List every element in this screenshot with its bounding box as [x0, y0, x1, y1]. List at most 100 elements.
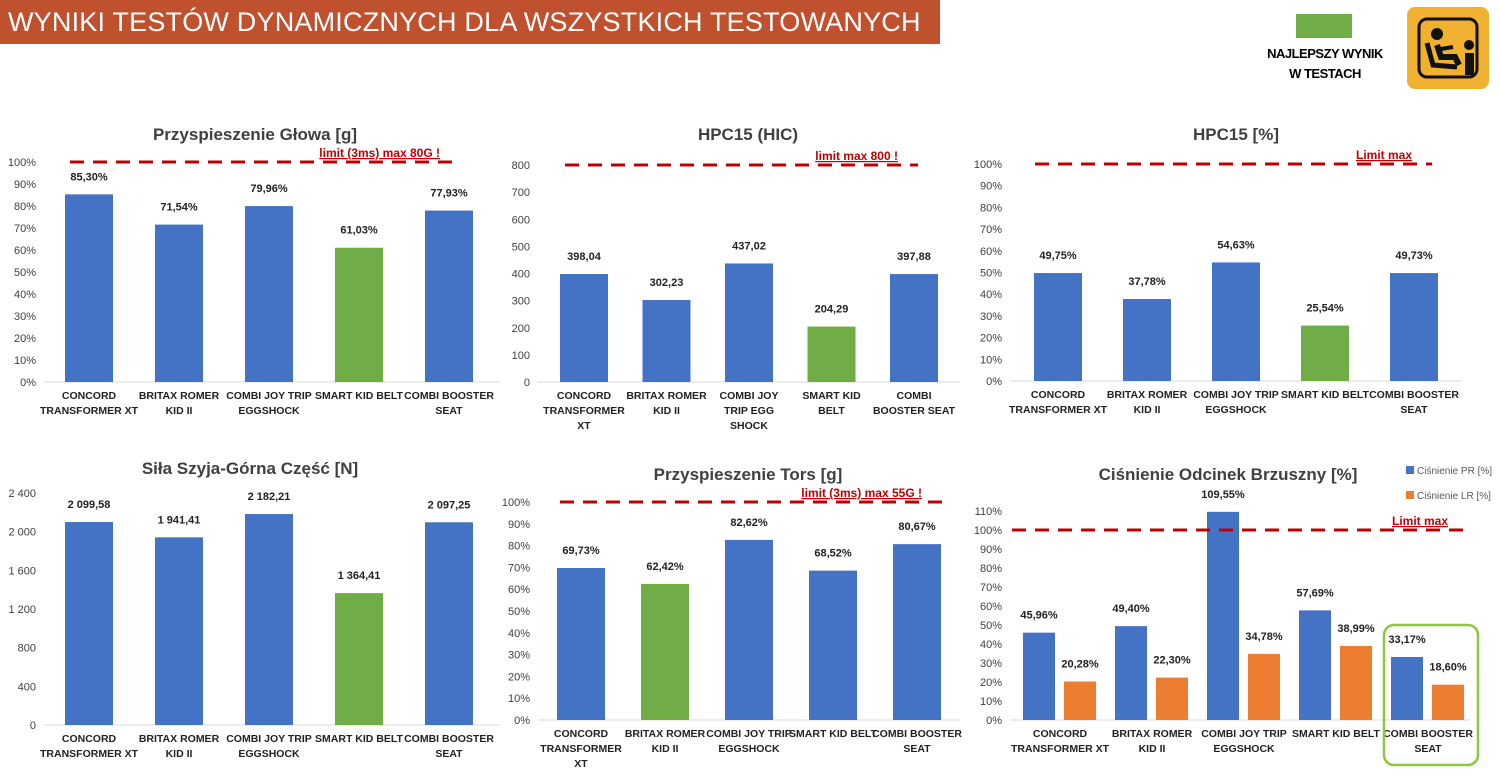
- legend-swatch: [1406, 491, 1414, 499]
- chart-title: Siła Szyja-Górna Część [N]: [142, 459, 358, 478]
- data-label: 2 182,21: [248, 491, 291, 503]
- data-label: 80,67%: [898, 521, 936, 533]
- category-label: XT: [574, 758, 588, 770]
- bar: [425, 522, 473, 725]
- y-tick-label: 10%: [508, 693, 530, 705]
- bar: [1391, 656, 1423, 720]
- legend-label: Ciśnienie PR [%]: [1417, 466, 1492, 477]
- y-tick-label: 400: [512, 269, 530, 281]
- category-label: SEAT: [435, 405, 463, 417]
- category-label: COMBI BOOSTER: [1383, 728, 1473, 740]
- category-label: KID II: [653, 405, 680, 417]
- category-label: BRITAX ROMER: [626, 390, 707, 402]
- limit-label: limit max 800 !: [815, 149, 898, 163]
- bar: [1034, 273, 1082, 381]
- best-result-legend-swatch: [1296, 14, 1352, 38]
- y-tick-label: 20%: [14, 333, 36, 345]
- category-label: CONCORD: [1033, 728, 1088, 740]
- data-label: 62,42%: [646, 561, 684, 573]
- y-tick-label: 80%: [980, 563, 1002, 575]
- chart-title: HPC15 [%]: [1193, 125, 1279, 144]
- data-label: 57,69%: [1296, 587, 1334, 599]
- limit-label: Limit max: [1356, 148, 1412, 162]
- category-label: KID II: [1139, 743, 1166, 755]
- category-label: COMBI: [897, 390, 932, 402]
- category-label: CONCORD: [554, 728, 609, 740]
- bar: [155, 224, 203, 382]
- y-tick-label: 50%: [980, 620, 1002, 632]
- y-tick-label: 90%: [508, 519, 530, 531]
- y-tick-label: 500: [512, 241, 530, 253]
- data-label: 34,78%: [1245, 631, 1283, 643]
- category-label: COMBI BOOSTER: [404, 733, 494, 745]
- category-label: TRIP EGG: [724, 405, 774, 417]
- y-tick-label: 30%: [508, 650, 530, 662]
- category-label: TRANSFORMER XT: [1011, 743, 1110, 755]
- y-tick-label: 200: [512, 323, 530, 335]
- y-tick-label: 0: [524, 377, 530, 389]
- data-label: 37,78%: [1128, 276, 1166, 288]
- category-label: CONCORD: [557, 390, 612, 402]
- chart-title: Przyspieszenie Tors [g]: [654, 465, 843, 484]
- chart-title: Przyspieszenie Głowa [g]: [153, 125, 357, 144]
- y-tick-label: 20%: [980, 677, 1002, 689]
- y-tick-label: 800: [18, 643, 36, 655]
- category-label: SEAT: [1414, 743, 1442, 755]
- category-label: TRANSFORMER XT: [1009, 404, 1108, 416]
- category-label: COMBI BOOSTER: [872, 728, 962, 740]
- data-label: 82,62%: [730, 517, 768, 529]
- y-tick-label: 10%: [14, 355, 36, 367]
- bar: [557, 567, 605, 720]
- data-label: 85,30%: [70, 171, 108, 183]
- bar: [1207, 511, 1239, 720]
- category-label: KID II: [652, 743, 679, 755]
- y-tick-label: 80%: [508, 541, 530, 553]
- y-tick-label: 40%: [980, 639, 1002, 651]
- best-result-outline: [1382, 623, 1480, 767]
- y-tick-label: 2 400: [8, 488, 36, 500]
- data-label: 2 099,58: [68, 499, 111, 511]
- category-label: EGGSHOCK: [1213, 743, 1275, 755]
- category-label: COMBI JOY TRIP: [226, 390, 312, 402]
- category-label: SMART KID BELT: [1281, 389, 1369, 401]
- limit-label: limit (3ms) max 80G !: [319, 146, 440, 160]
- bar: [1212, 262, 1260, 381]
- data-label: 71,54%: [160, 202, 198, 214]
- category-label: EGGSHOCK: [238, 748, 300, 760]
- data-label: 68,52%: [814, 548, 852, 560]
- bar: [1115, 626, 1147, 720]
- y-tick-label: 800: [512, 160, 530, 172]
- y-tick-label: 100%: [974, 159, 1002, 171]
- data-label: 49,40%: [1112, 603, 1150, 615]
- y-tick-label: 0%: [514, 715, 530, 727]
- data-label: 77,93%: [430, 188, 468, 200]
- y-tick-label: 60%: [14, 245, 36, 257]
- bar: [425, 210, 473, 382]
- bar: [1390, 273, 1438, 381]
- legend-label: Ciśnienie LR [%]: [1417, 491, 1491, 502]
- data-label: 22,30%: [1153, 655, 1191, 667]
- y-tick-label: 90%: [14, 179, 36, 191]
- category-label: EGGSHOCK: [1205, 404, 1267, 416]
- data-label: 1 364,41: [338, 570, 381, 582]
- category-label: BRITAX ROMER: [1112, 728, 1193, 740]
- category-label: KID II: [166, 405, 193, 417]
- y-tick-label: 70%: [508, 562, 530, 574]
- data-label: 18,60%: [1429, 662, 1467, 674]
- category-label: TRANSFORMER: [540, 743, 622, 755]
- category-label: COMBI JOY: [720, 390, 779, 402]
- bar: [641, 583, 689, 720]
- data-label: 109,55%: [1201, 489, 1245, 501]
- data-label: 204,29: [815, 304, 849, 316]
- y-tick-label: 70%: [980, 582, 1002, 594]
- legend-swatch: [1406, 466, 1414, 474]
- limit-label: Limit max: [1392, 514, 1448, 528]
- bar: [1299, 610, 1331, 720]
- y-tick-label: 700: [512, 187, 530, 199]
- y-tick-label: 100%: [8, 157, 36, 169]
- bar: [1432, 684, 1464, 720]
- chart-title: Ciśnienie Odcinek Brzuszny [%]: [1099, 465, 1358, 484]
- y-tick-label: 400: [18, 681, 36, 693]
- y-tick-label: 30%: [980, 658, 1002, 670]
